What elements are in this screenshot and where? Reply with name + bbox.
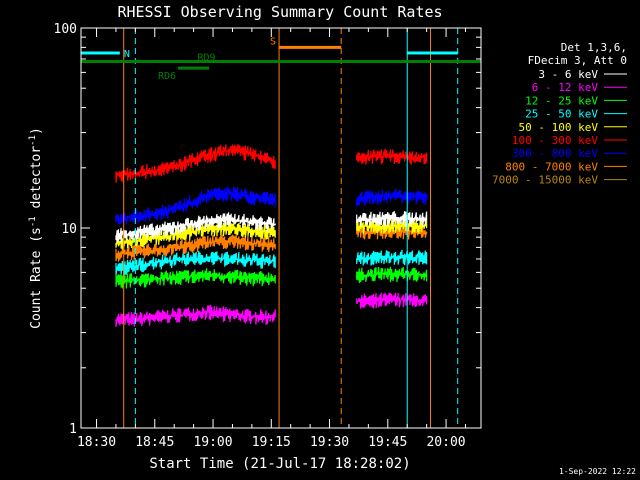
series-4-segment-1 [115, 234, 276, 262]
legend-entry-6: 100 - 300 keV [512, 134, 598, 147]
x-axis-label: Start Time (21-Jul-17 18:28:02) [149, 456, 410, 472]
series-2-segment-2 [356, 266, 428, 283]
series-5-segment-2 [356, 218, 428, 234]
series-3 [115, 249, 428, 276]
series-6 [115, 211, 428, 243]
series-2-segment-1 [115, 268, 276, 289]
series-1-segment-2 [356, 292, 428, 309]
annotation-n-label: N [124, 49, 130, 60]
series-1 [115, 292, 428, 327]
x-tick-label-5: 19:30 [310, 435, 349, 450]
annotation-n: N [81, 49, 458, 60]
series-7 [115, 186, 428, 225]
series-7-segment-1 [115, 186, 276, 225]
axes: 18:30 18:45 19:00 19:15 19:30 19:45 20:00 1 10 10… [54, 22, 481, 450]
legend-entry-7: 300 - 800 keV [512, 147, 598, 160]
series-3-segment-1 [115, 250, 276, 276]
x-tick-label-4: 19:15 [252, 435, 291, 450]
series-1-segment-1 [115, 304, 276, 327]
annotation-s-label: S [270, 36, 276, 47]
x-tick-label-2: 18:45 [135, 435, 174, 450]
legend-header-detectors: Det 1,3,6, [561, 41, 627, 54]
series-7-segment-2 [356, 188, 428, 207]
annotation-rd9-label: RD9 [198, 52, 216, 63]
series-8-segment-2 [356, 148, 428, 165]
plot-area: N S RD6 RD9 [80, 28, 481, 428]
legend-entry-4: 25 - 50 keV [525, 108, 598, 121]
series-5-segment-1 [115, 221, 276, 250]
series-5 [115, 218, 428, 250]
legend-entry-2: 6 - 12 keV [532, 81, 599, 94]
legend-entry-8: 800 - 7000 keV [505, 160, 598, 173]
legend-entry-3: 12 - 25 keV [525, 94, 598, 107]
y-tick-label-3: 100 [54, 22, 77, 37]
series-6-segment-1 [115, 212, 276, 243]
legend-entry-5: 50 - 100 keV [519, 121, 599, 134]
chart-title: RHESSI Observing Summary Count Rates [117, 3, 442, 21]
x-tick-label-3: 19:00 [193, 435, 232, 450]
annotation-s: S [270, 36, 342, 49]
series-8-segment-1 [115, 144, 276, 183]
legend-entry-1: 3 - 6 keV [538, 68, 598, 81]
series-2 [115, 266, 428, 289]
x-tick-label-1: 18:30 [77, 435, 116, 450]
y-tick-label-1: 1 [69, 422, 77, 437]
y-axis-label: Count Rate (s-1 detector-1) [28, 127, 44, 329]
series-8 [115, 144, 428, 183]
annotation-rd6: RD6 [158, 66, 210, 82]
date-stamp: 1-Sep-2022 12:22 [559, 467, 636, 476]
annotation-rd9: RD9 [81, 52, 481, 63]
annotation-rd6-label: RD6 [158, 71, 176, 82]
series-6-segment-2 [356, 211, 428, 227]
x-tick-label-6: 19:45 [368, 435, 407, 450]
x-tick-label-7: 20:00 [426, 435, 465, 450]
series-3-segment-2 [356, 249, 428, 266]
legend-entry-9: 7000 - 15000 keV [492, 174, 598, 187]
y-tick-label-2: 10 [61, 222, 77, 237]
legend-header-decimation: FDecim 3, Att 0 [528, 54, 627, 67]
